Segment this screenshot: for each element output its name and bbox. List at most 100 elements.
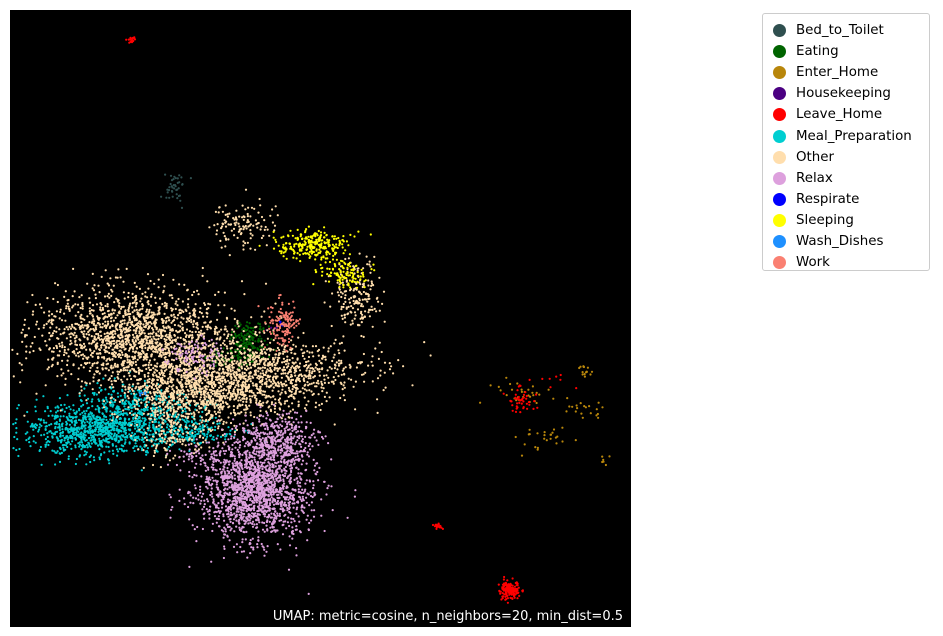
data-point <box>146 408 149 411</box>
data-point <box>160 330 163 333</box>
data-point <box>60 368 63 371</box>
data-point <box>147 327 150 330</box>
data-point <box>190 429 193 432</box>
data-point <box>294 345 297 348</box>
data-point <box>283 402 286 405</box>
data-point <box>153 393 156 396</box>
data-point <box>92 424 95 427</box>
data-point <box>48 338 51 341</box>
data-point <box>119 328 122 331</box>
data-point <box>112 339 115 342</box>
data-point <box>50 423 53 426</box>
data-point <box>142 433 145 436</box>
data-point <box>514 410 518 413</box>
data-point <box>253 357 256 360</box>
data-point <box>107 431 110 434</box>
data-point <box>267 362 270 365</box>
data-point <box>120 363 123 366</box>
data-point <box>583 373 586 376</box>
data-point <box>276 346 279 350</box>
data-point <box>244 411 247 414</box>
data-point <box>190 344 194 347</box>
data-point <box>298 380 301 383</box>
data-point <box>101 367 104 370</box>
data-point <box>164 356 167 359</box>
data-point <box>252 384 255 387</box>
data-point <box>148 345 151 348</box>
data-point <box>59 431 63 434</box>
data-point <box>339 381 342 384</box>
data-point <box>507 587 510 590</box>
data-point <box>186 436 189 439</box>
data-point <box>163 337 166 341</box>
data-point <box>169 341 172 345</box>
data-point <box>293 371 296 374</box>
data-point <box>84 427 87 430</box>
data-point <box>137 324 140 327</box>
data-point <box>63 328 66 331</box>
data-point <box>91 287 94 290</box>
data-point <box>191 323 195 326</box>
data-point <box>180 309 183 312</box>
data-point <box>124 396 127 399</box>
data-point <box>42 419 45 422</box>
data-point <box>174 338 178 341</box>
data-point <box>46 432 49 435</box>
data-point <box>162 431 165 434</box>
data-point <box>67 441 70 444</box>
data-point <box>133 336 136 339</box>
data-point <box>318 370 321 373</box>
data-point <box>116 298 119 302</box>
data-point <box>45 322 48 325</box>
data-point <box>131 311 134 314</box>
data-point <box>109 332 112 335</box>
data-point <box>127 401 130 404</box>
data-point <box>64 444 68 447</box>
data-point <box>125 330 128 333</box>
data-point <box>270 326 273 329</box>
data-point <box>187 350 191 354</box>
data-point <box>77 311 80 314</box>
data-point <box>256 355 259 358</box>
data-point <box>160 371 163 375</box>
data-point <box>110 383 114 386</box>
data-point <box>166 344 169 347</box>
data-point <box>287 362 290 365</box>
data-point <box>258 345 262 348</box>
data-point <box>116 364 119 367</box>
data-point <box>283 345 286 349</box>
data-point <box>277 385 280 388</box>
data-point <box>276 362 279 365</box>
data-point <box>170 358 174 361</box>
data-point <box>92 435 95 438</box>
data-point <box>503 583 506 586</box>
data-point <box>327 350 330 353</box>
data-point <box>229 429 232 432</box>
data-point <box>153 358 156 361</box>
data-point <box>139 308 142 311</box>
data-point <box>232 373 235 376</box>
data-point <box>179 433 182 436</box>
data-point <box>304 345 308 348</box>
data-point <box>315 363 318 367</box>
data-point <box>45 443 48 446</box>
data-point <box>296 364 299 367</box>
data-point <box>124 331 127 334</box>
data-point <box>310 372 313 375</box>
data-point <box>139 320 142 323</box>
data-point <box>505 593 508 597</box>
data-point <box>90 400 93 403</box>
data-point <box>233 371 236 374</box>
data-point <box>87 325 90 328</box>
data-point <box>106 320 110 323</box>
data-point <box>99 352 102 355</box>
data-point <box>276 358 279 361</box>
data-point <box>46 405 49 408</box>
data-point <box>274 398 277 401</box>
data-point <box>181 392 184 395</box>
data-point <box>236 334 239 337</box>
data-point <box>251 342 254 345</box>
data-point <box>176 197 179 200</box>
data-point <box>184 332 187 335</box>
data-point <box>48 347 52 350</box>
